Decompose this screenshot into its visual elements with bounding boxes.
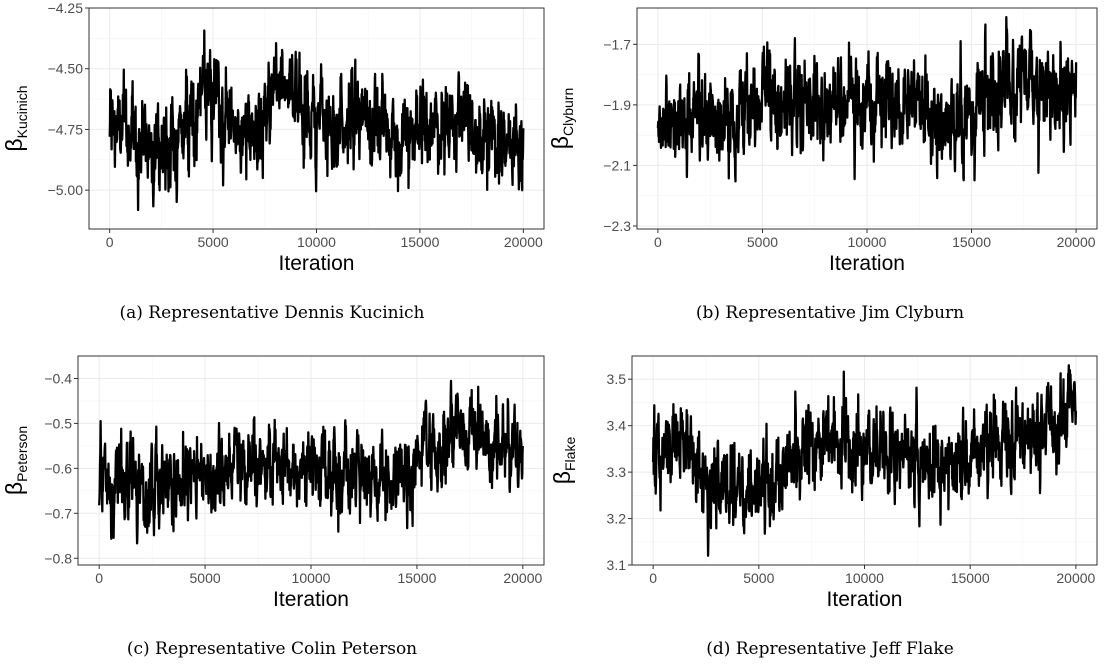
y-tick-label: −4.50 (48, 61, 84, 77)
y-tick-label: −0.8 (44, 550, 72, 566)
y-tick-label: −0.4 (44, 370, 72, 386)
panel-flake: 0 5000 10000 15000 20000 3.1 3.2 3.3 3.4 3.5 Iter… (549, 355, 1098, 659)
y-axis-subscript: Flake (562, 437, 578, 471)
y-tick-label: −1.7 (603, 36, 631, 52)
y-axis-label: βFlake (549, 437, 578, 485)
axes: 0 5000 10000 15000 20000 −0.4 −0.5 −0.6 −0.7 −0.8 (44, 370, 542, 586)
y-tick-label: 3.3 (607, 464, 627, 480)
y-axis-symbol: β (547, 136, 573, 149)
x-tick-label: 5000 (198, 234, 229, 250)
x-axis-label: Iteration (829, 252, 905, 275)
y-tick-label: −5.00 (48, 182, 84, 198)
y-tick-label: 3.1 (607, 557, 627, 573)
x-tick-label: 10000 (297, 234, 336, 250)
y-tick-label: −4.25 (48, 0, 84, 16)
y-tick-label: −0.7 (44, 505, 72, 521)
x-tick-label: 20000 (503, 570, 542, 586)
y-tick-label: −0.5 (44, 415, 72, 431)
x-tick-label: 15000 (400, 234, 439, 250)
panel-caption: (a) Representative Dennis Kucinich (119, 303, 424, 323)
trace-series (656, 15, 1078, 183)
panel-caption: (c) Representative Colin Peterson (127, 639, 417, 659)
x-tick-label: 10000 (845, 570, 884, 586)
y-tick-label: −2.1 (603, 157, 631, 173)
x-axis-label: Iteration (273, 588, 349, 611)
panel-caption: (b) Representative Jim Clyburn (696, 303, 964, 323)
x-tick-label: 0 (654, 234, 662, 250)
y-axis-label: βClyburn (547, 88, 576, 149)
mcmc-trace-line (98, 379, 524, 545)
x-tick-label: 15000 (952, 234, 991, 250)
y-tick-label: 3.5 (607, 371, 627, 387)
y-axis-symbol: β (1, 482, 27, 495)
x-tick-label: 20000 (1057, 234, 1096, 250)
y-tick-label: −2.3 (603, 218, 631, 234)
x-tick-label: 5000 (747, 234, 778, 250)
y-tick-label: −1.9 (603, 97, 631, 113)
panel-kucinich: 0 5000 10000 15000 20000 −4.25 −4.50 −4.75 −5.00… (1, 0, 545, 323)
y-axis-label: βPeterson (1, 426, 30, 495)
panel-clyburn: 0 5000 10000 15000 20000 −1.7 −1.9 −2.1 −2.3 Ite… (547, 7, 1098, 323)
mcmc-trace-line (651, 364, 1078, 557)
x-tick-label: 10000 (292, 570, 331, 586)
y-axis-symbol: β (549, 471, 575, 484)
y-tick-label: 3.4 (607, 418, 627, 434)
x-tick-label: 0 (106, 234, 114, 250)
x-tick-label: 5000 (743, 570, 774, 586)
mcmc-trace-line (656, 15, 1078, 183)
x-tick-label: 20000 (504, 234, 543, 250)
y-axis-subscript: Peterson (14, 426, 30, 482)
y-tick-label: −0.6 (44, 460, 72, 476)
x-axis-label: Iteration (279, 252, 355, 275)
trace-series (651, 364, 1078, 557)
y-tick-label: 3.2 (607, 511, 627, 527)
axes: 0 5000 10000 15000 20000 −4.25 −4.50 −4.75 −5.00 (48, 0, 543, 250)
x-tick-label: 0 (649, 570, 657, 586)
panel-caption: (d) Representative Jeff Flake (706, 639, 954, 659)
axes: 0 5000 10000 15000 20000 −1.7 −1.9 −2.1 −2.3 (603, 36, 1095, 250)
x-tick-label: 0 (95, 570, 103, 586)
y-axis-symbol: β (1, 138, 27, 151)
trace-series (108, 29, 525, 212)
x-tick-label: 5000 (190, 570, 221, 586)
mcmc-trace-line (108, 29, 525, 212)
y-axis-label: βKucinich (1, 85, 30, 151)
axes: 0 5000 10000 15000 20000 3.1 3.2 3.3 3.4 3.5 (607, 371, 1096, 586)
x-tick-label: 15000 (397, 570, 436, 586)
x-tick-label: 20000 (1056, 570, 1095, 586)
y-tick-label: −4.75 (48, 121, 84, 137)
panel-peterson: 0 5000 10000 15000 20000 −0.4 −0.5 −0.6 −0.7 −0.8… (1, 355, 545, 659)
x-axis-label: Iteration (827, 588, 903, 611)
x-tick-label: 15000 (951, 570, 990, 586)
trace-series (98, 379, 524, 545)
y-axis-subscript: Clyburn (560, 88, 576, 136)
y-axis-subscript: Kucinich (14, 85, 30, 138)
x-tick-label: 10000 (848, 234, 887, 250)
